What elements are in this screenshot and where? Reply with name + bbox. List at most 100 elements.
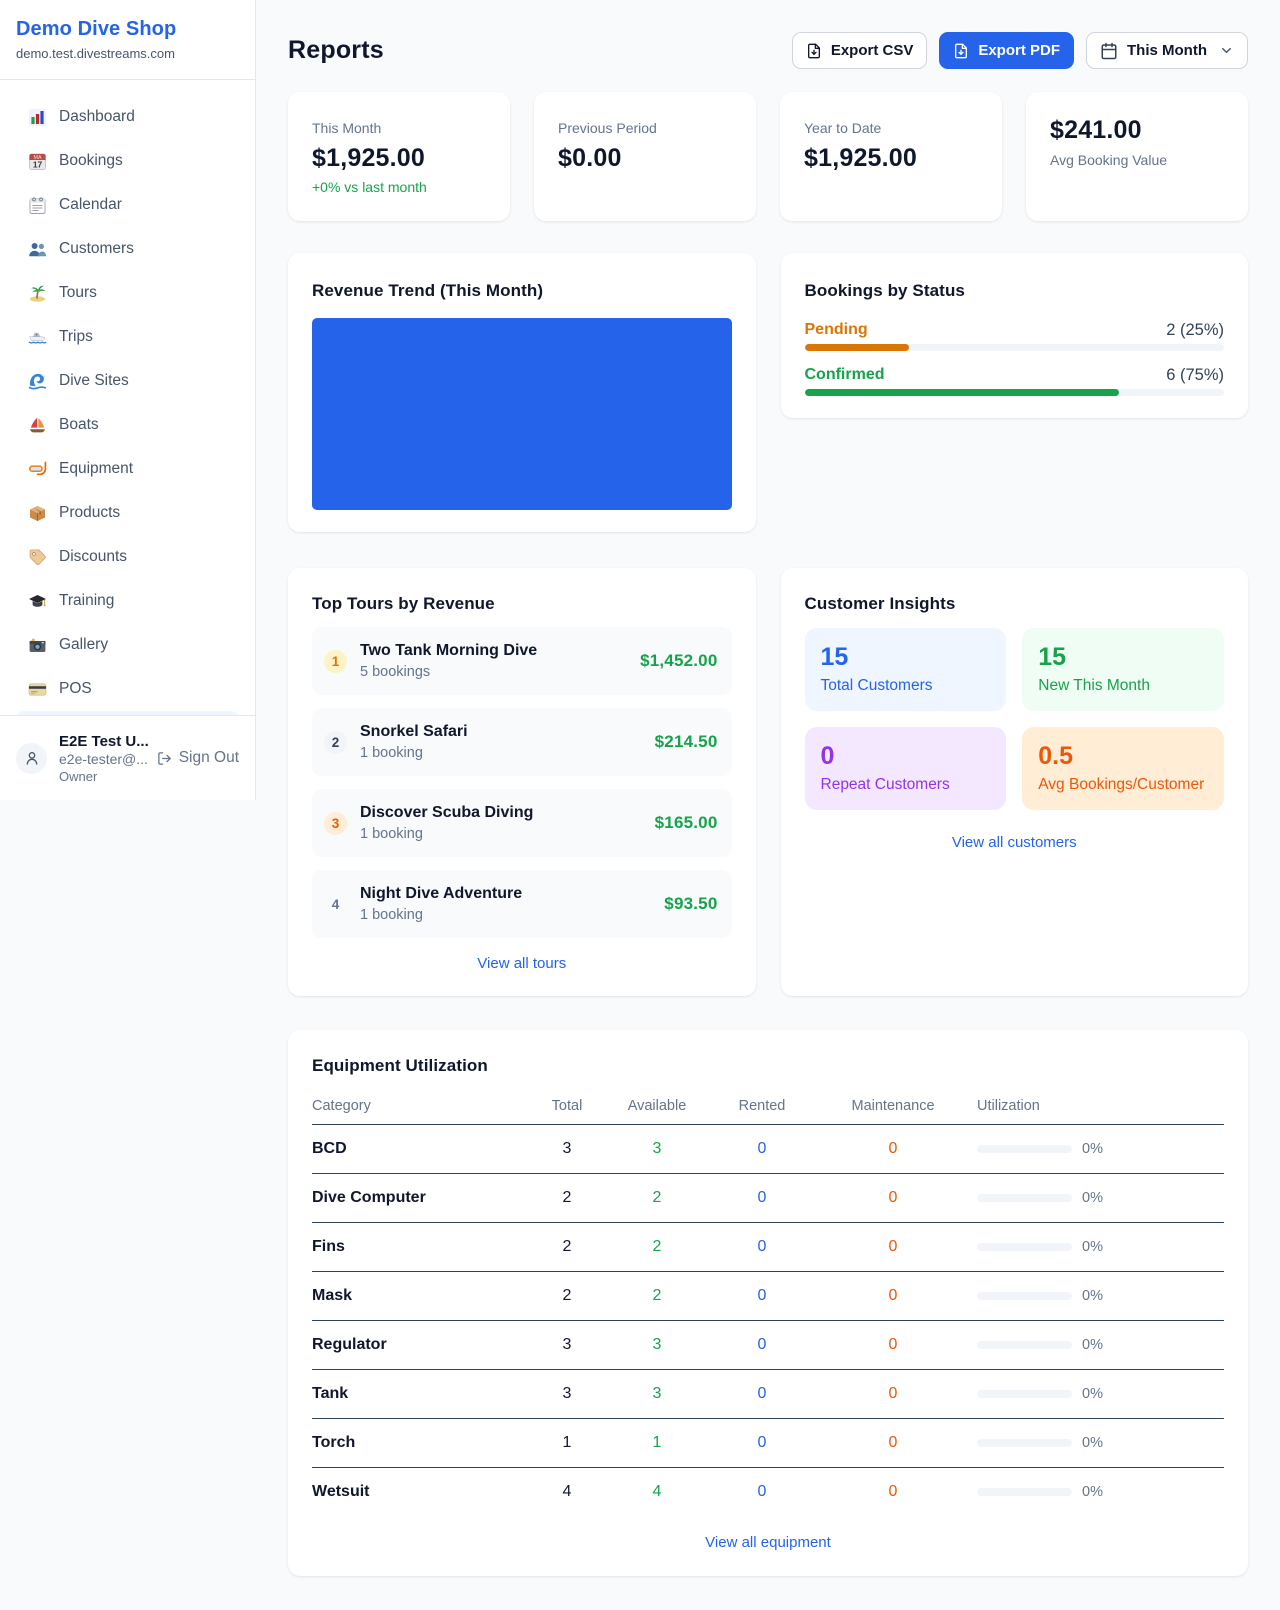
tour-name: Discover Scuba Diving — [360, 804, 534, 821]
period-select-button[interactable]: This Month — [1086, 32, 1248, 69]
bookings-by-status-title: Bookings by Status — [804, 281, 965, 300]
sidebar-nav-item-label: Tours — [59, 284, 97, 301]
sign-out-button[interactable]: Sign Out — [157, 749, 239, 767]
equipment-available: 1 — [652, 1434, 662, 1451]
equipment-total: 3 — [562, 1140, 572, 1157]
insight-value: 0 — [820, 742, 835, 770]
view-all-equipment-link[interactable]: View all equipment — [705, 1534, 831, 1551]
insight-value: 15 — [820, 643, 849, 671]
stat-card: This Month $1,925.00 +0% vs last month — [288, 92, 510, 221]
status-count: 2 (25%) — [1166, 321, 1224, 339]
equipment-table-row: Dive Computer 2 2 0 0 0% — [312, 1174, 1224, 1223]
island-icon — [28, 284, 47, 303]
sidebar-nav-item[interactable]: Products — [16, 491, 239, 535]
sidebar-nav-item[interactable]: Tours — [16, 271, 239, 315]
view-all-customers-link[interactable]: View all customers — [951, 834, 1077, 851]
sidebar-nav-item-label: Trips — [59, 328, 93, 345]
equipment-total: 2 — [562, 1287, 572, 1304]
sidebar-nav-item-label: Dashboard — [59, 108, 135, 125]
utilization-bar-track — [977, 1488, 1072, 1496]
equipment-available: 3 — [652, 1336, 662, 1353]
stat-value: $1,925.00 — [804, 144, 918, 172]
tour-row[interactable]: 1 Two Tank Morning Dive 5 bookings $1,45… — [312, 627, 732, 695]
tour-revenue: $165.00 — [654, 813, 718, 832]
equipment-table-row: Mask 2 2 0 0 0% — [312, 1272, 1224, 1321]
equipment-rented: 0 — [757, 1140, 767, 1157]
stat-cards: This Month $1,925.00 +0% vs last month P… — [288, 92, 1248, 221]
tour-row[interactable]: 4 Night Dive Adventure 1 booking $93.50 — [312, 870, 732, 938]
file-down-icon — [807, 43, 820, 58]
stat-value: $0.00 — [558, 144, 622, 172]
equipment-available: 2 — [652, 1238, 662, 1255]
sidebar-nav-item[interactable]: Calendar — [16, 183, 239, 227]
equipment-rented: 0 — [757, 1189, 767, 1206]
sidebar-nav-item-label: Boats — [59, 416, 99, 433]
sidebar-nav-item[interactable]: Dashboard — [16, 95, 239, 139]
chevron-down-icon — [1222, 47, 1231, 54]
equipment-category: Tank — [312, 1385, 349, 1402]
utilization-bar-track — [977, 1390, 1072, 1398]
tour-row[interactable]: 3 Discover Scuba Diving 1 booking $165.0… — [312, 789, 732, 857]
view-all-tours-link[interactable]: View all tours — [477, 955, 567, 972]
diving-mask-icon — [28, 460, 47, 479]
utilization-percent: 0% — [1082, 1386, 1103, 1402]
utilization-bar-track — [977, 1292, 1072, 1300]
sidebar-nav-item-label: Dive Sites — [59, 372, 129, 389]
sidebar-user-footer: E2E Test U... e2e-tester@... Owner Sign … — [0, 715, 255, 800]
calendar-icon — [1101, 42, 1117, 59]
sidebar-nav-item[interactable]: Trips — [16, 315, 239, 359]
tour-name: Two Tank Morning Dive — [360, 642, 538, 659]
equipment-rented: 0 — [757, 1434, 767, 1451]
tour-name: Snorkel Safari — [360, 723, 468, 740]
equipment-maintenance: 0 — [888, 1483, 898, 1500]
equipment-available: 3 — [652, 1385, 662, 1402]
sidebar-nav-item-label: Training — [59, 592, 115, 609]
sidebar-nav-item[interactable]: Boats — [16, 403, 239, 447]
bookings-by-status-card: Bookings by Status Pending 2 (25%) Confi… — [780, 253, 1248, 418]
col-available: Available — [627, 1098, 687, 1114]
sidebar-nav-item[interactable]: POS — [16, 667, 239, 711]
status-bar-track — [804, 389, 1224, 396]
package-icon — [28, 504, 47, 523]
export-csv-button[interactable]: Export CSV — [791, 32, 928, 69]
sidebar-nav-item[interactable]: Equipment — [16, 447, 239, 491]
insight-grid: 15 Total Customers 15 New This Month 0 R… — [804, 628, 1224, 810]
charts-row: Revenue Trend (This Month) Bookings by S… — [288, 253, 1248, 532]
insight-label: Avg Bookings/Customer — [1038, 776, 1205, 793]
user-icon — [26, 752, 37, 765]
wave-icon — [28, 372, 47, 391]
equipment-table-row: Torch 1 1 0 0 0% — [312, 1419, 1224, 1468]
equipment-category: Wetsuit — [312, 1483, 370, 1500]
utilization-percent: 0% — [1082, 1141, 1103, 1157]
status-count: 6 (75%) — [1166, 366, 1224, 384]
utilization-percent: 0% — [1082, 1239, 1103, 1255]
export-pdf-button[interactable]: Export PDF — [939, 32, 1075, 69]
tag-icon — [28, 548, 47, 567]
stat-label: Avg Booking Value — [1050, 152, 1168, 168]
tour-bookings: 1 booking — [360, 907, 423, 923]
sidebar-nav-item[interactable]: Customers — [16, 227, 239, 271]
sidebar-nav-item[interactable]: 17 MA Bookings — [16, 139, 239, 183]
period-label: This Month — [1127, 42, 1207, 59]
equipment-category: BCD — [312, 1140, 347, 1157]
sidebar-nav-item[interactable]: Discounts — [16, 535, 239, 579]
equipment-total: 1 — [562, 1434, 572, 1451]
sidebar-nav-item[interactable]: Gallery — [16, 623, 239, 667]
sidebar-nav-item[interactable]: Dive Sites — [16, 359, 239, 403]
tour-row[interactable]: 2 Snorkel Safari 1 booking $214.50 — [312, 708, 732, 776]
sidebar-logo-block: Demo Dive Shop demo.test.divestreams.com — [0, 0, 255, 80]
equipment-available: 4 — [652, 1483, 662, 1500]
sidebar-nav-item[interactable]: Reports — [16, 711, 239, 715]
insight-value: 0.5 — [1038, 742, 1074, 770]
equipment-available: 2 — [652, 1287, 662, 1304]
equipment-table-row: BCD 3 3 0 0 0% — [312, 1125, 1224, 1174]
revenue-trend-title: Revenue Trend (This Month) — [312, 281, 544, 300]
sailboat-icon — [28, 416, 47, 435]
user-email: e2e-tester@... — [59, 750, 148, 767]
utilization-bar-track — [977, 1341, 1072, 1349]
bar-chart-icon — [28, 108, 47, 127]
customer-insights-card: Customer Insights 15 Total Customers 15 … — [780, 568, 1248, 996]
sidebar-nav-item[interactable]: Training — [16, 579, 239, 623]
equipment-rented: 0 — [757, 1287, 767, 1304]
